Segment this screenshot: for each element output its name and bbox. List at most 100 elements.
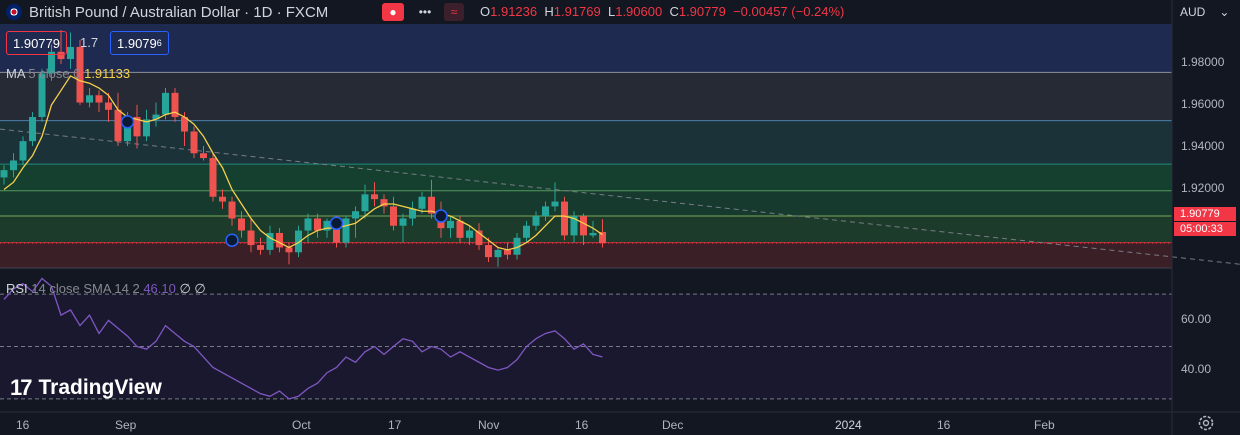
ma-legend[interactable]: MA 5 close 0 1.91133 [6,66,131,81]
candle-body [542,206,549,217]
rsi-pane [0,277,1172,400]
candle-body [333,220,340,243]
candle-body [209,158,217,197]
time-tick: Nov [478,418,500,432]
candle-body [561,201,568,236]
candle [580,213,587,246]
candle [304,213,312,243]
candle [276,228,283,253]
candle [361,184,369,219]
ma-value: 1.91133 [84,66,131,81]
candle-body [48,51,55,74]
price-tick: 1.92000 [1181,181,1225,195]
symbol-header[interactable]: British Pound / Australian Dollar · 1D ·… [0,0,328,24]
signal-marker [120,115,135,129]
candle-body [67,46,74,60]
spread-value: 1.7 [80,34,99,50]
time-tick: 17 [388,418,402,432]
candle [314,213,321,238]
candle-body [29,117,36,142]
price-change: −0.00457 (−0.24%) [733,4,845,19]
candle [352,206,359,238]
candle [295,225,302,258]
more-options-icon[interactable]: ••• [418,5,432,19]
candle-body [589,232,597,236]
candle-body [428,196,435,214]
candle [418,191,426,214]
candle-body [219,196,226,202]
candle-body [504,249,511,255]
ohlc-readout: O1.91236 H1.91769 L1.90600 C1.90779 −0.0… [480,4,845,19]
candle [589,220,597,238]
time-tick: Feb [1034,418,1055,432]
currency-selector[interactable]: AUD ⌄ [1180,5,1230,19]
candle [76,39,84,105]
candle-body [418,196,426,209]
candle-body [409,208,416,219]
time-tick: Dec [662,418,684,432]
wave-icon[interactable]: ≈ [444,3,464,21]
candle-body [551,201,559,207]
candle [143,109,150,142]
candle [200,146,207,161]
candle-body [181,117,188,132]
candle-body [447,220,454,229]
candle [551,182,559,212]
candle [57,30,65,64]
candle [523,220,530,243]
candle [266,225,274,255]
rsi-tick: 40.00 [1181,362,1212,376]
candle [485,237,492,262]
candle-body [390,206,397,226]
buy-button[interactable]: 1.9079 6 [110,31,169,55]
price-zone-band [0,72,1172,121]
market-closed-icon[interactable]: ● [382,3,404,21]
candle [171,88,179,122]
candle [428,179,435,219]
signal-marker [225,233,239,247]
candle-body [323,220,331,231]
candle-body [466,230,473,238]
rsi-legend[interactable]: RSI 14 close SMA 14 2 46.10 ∅ ∅ [6,281,206,296]
moving-average-line [3,75,603,251]
gear-icon[interactable] [1197,414,1215,432]
ma-polyline [3,75,603,251]
candle-body [247,230,255,246]
trend-line[interactable] [0,128,1240,267]
chevron-down-icon: ⌄ [1219,5,1230,19]
candle-body [10,160,17,171]
horizontal-levels [0,71,1172,244]
candle-body [399,218,407,226]
candle-body [57,51,65,60]
candle [238,211,245,238]
candle-body [580,216,587,236]
candle [475,223,483,250]
candle-body [257,245,264,250]
candle [209,153,217,202]
candle-body [143,119,150,137]
candle-body [456,220,464,238]
candle-body [266,232,274,250]
candle-body [352,211,359,219]
trend-line-path [0,128,1240,265]
candle-body [523,225,530,238]
symbol-title[interactable]: British Pound / Australian Dollar · 1D ·… [29,3,329,21]
candle-body [76,46,84,103]
candle [0,165,8,185]
rsi-tick: 60.00 [1181,312,1212,326]
candle-body [475,230,483,246]
tradingview-logo[interactable]: 17 TradingView [10,375,162,400]
candle-body [0,170,8,178]
candle-body [599,232,606,244]
candle [409,201,416,226]
candle [10,153,17,178]
sell-button[interactable]: 1.90779 [6,31,67,55]
candle [219,189,226,209]
candle-body [114,109,122,142]
candle-body [152,114,160,120]
price-zone-bands [0,24,1172,268]
candle [542,201,549,221]
price-zone-band [0,242,1172,268]
candle [257,237,264,255]
